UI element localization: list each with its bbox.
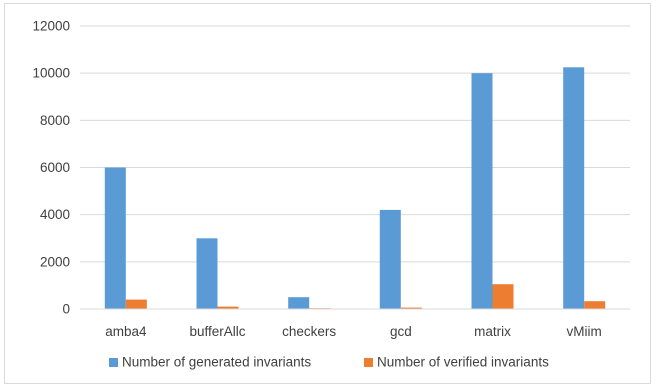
y-tick-label: 8000 [40, 113, 70, 128]
bar-chart: 0 2000 4000 6000 8000 10000 12000 amba4 bufferA… [32, 19, 630, 370]
legend: Number of generated invariants Number of… [109, 355, 549, 370]
x-category-label: vMiim [567, 324, 602, 339]
y-tick-label: 6000 [40, 160, 70, 175]
y-tick-label: 10000 [32, 66, 70, 81]
legend-label-generated: Number of generated invariants [122, 355, 311, 370]
x-category-label: amba4 [105, 324, 147, 339]
bar-generated-bufferAllc [196, 238, 218, 310]
x-category-label: gcd [390, 324, 412, 339]
x-axis-category-labels: amba4 bufferAllc checkers gcd matrix vMiim [105, 324, 602, 339]
bar-generated-vMiim [563, 67, 585, 309]
bars [104, 67, 606, 310]
bar-generated-matrix [471, 73, 493, 309]
bar-generated-gcd [379, 209, 401, 309]
bar-generated-amba4 [104, 167, 126, 309]
y-tick-label: 4000 [40, 207, 70, 222]
bar-generated-checkers [288, 297, 310, 309]
y-tick-label: 2000 [40, 254, 70, 269]
gridlines [80, 25, 630, 263]
y-tick-label: 12000 [32, 19, 70, 34]
legend-swatch-verified [364, 358, 373, 367]
chart-frame: 0 2000 4000 6000 8000 10000 12000 amba4 bufferA… [4, 3, 651, 384]
bar-verified-gcd [400, 307, 422, 309]
x-category-label: checkers [282, 324, 336, 339]
bar-verified-matrix [492, 284, 514, 309]
bar-verified-bufferAllc [217, 306, 239, 309]
y-axis-tick-labels: 0 2000 4000 6000 8000 10000 12000 [32, 19, 70, 317]
y-tick-label: 0 [62, 302, 70, 317]
bar-verified-amba4 [125, 299, 147, 309]
x-category-label: bufferAllc [189, 324, 245, 339]
x-category-label: matrix [474, 324, 511, 339]
bar-verified-vMiim [584, 301, 606, 309]
legend-label-verified: Number of verified invariants [377, 355, 549, 370]
legend-swatch-generated [109, 358, 118, 367]
